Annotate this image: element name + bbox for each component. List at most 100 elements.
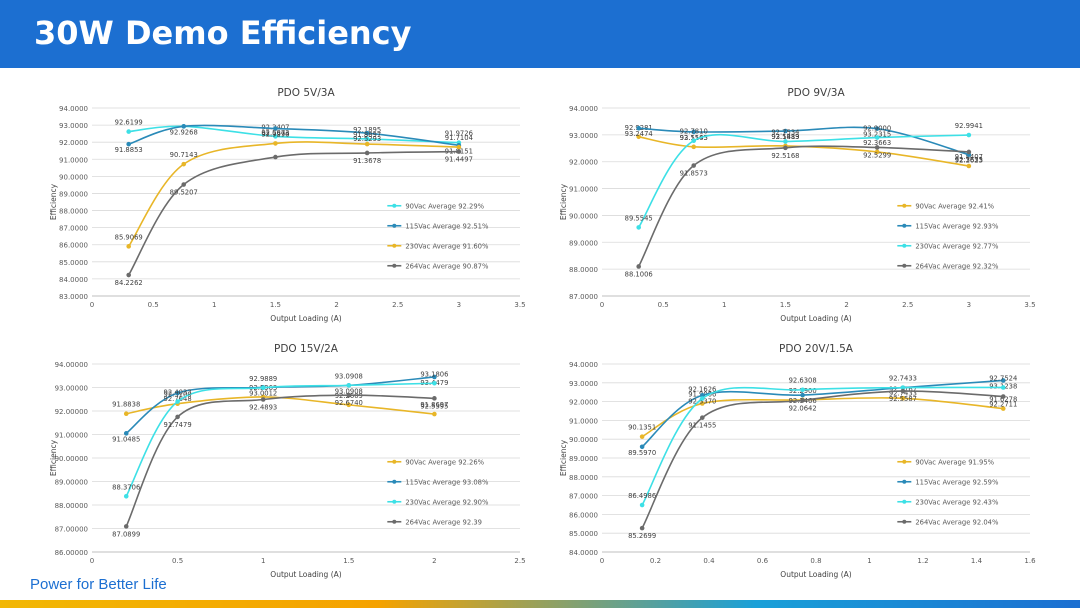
data-point (123, 431, 129, 436)
y-tick-label: 84.0000 (569, 549, 598, 557)
data-label: 93.0908 (335, 387, 363, 395)
x-tick-label: 0 (600, 557, 604, 565)
x-tick-label: 1.5 (270, 301, 281, 309)
x-tick-label: 3 (967, 301, 971, 309)
data-point (175, 399, 180, 404)
y-tick-label: 91.00000 (55, 432, 88, 440)
y-tick-label: 87.0000 (569, 293, 598, 301)
data-point (639, 444, 645, 450)
data-label: 92.3635 (955, 156, 983, 164)
data-label: 91.8407 (955, 153, 983, 161)
data-point (700, 401, 705, 406)
chart-pdo-9v: 87.0000 88.0000 89.0000 90.0000 91.0000 92.00… (540, 82, 1040, 332)
data-point (273, 154, 278, 160)
data-label: 90.1351 (628, 424, 656, 432)
x-tick-label: 3 (457, 301, 461, 309)
data-point (123, 493, 129, 499)
legend-marker (392, 203, 397, 208)
data-point (273, 126, 278, 131)
data-label: 92.0642 (789, 404, 817, 412)
legend-entry: 264Vac Average 92.04% (915, 518, 999, 526)
x-tick-label: 0.5 (658, 301, 669, 309)
data-label: 92.7990 (261, 131, 289, 139)
data-label: 87.0899 (112, 530, 140, 538)
data-label: 90.7143 (170, 151, 198, 159)
legend-entry: 90Vac Average 91.95% (915, 458, 994, 466)
legend-marker (902, 519, 907, 524)
data-label: 92.5883 (771, 133, 799, 141)
data-label: 92.7433 (889, 390, 917, 398)
data-label: 91.8853 (115, 146, 143, 154)
x-tick-label: 1 (722, 301, 726, 309)
x-tick-label: 0.5 (172, 557, 183, 565)
data-point (700, 415, 705, 420)
data-label: 85.9069 (115, 233, 143, 241)
data-label: 92.5299 (863, 151, 891, 159)
legend-marker (392, 479, 397, 484)
footer-tagline: Power for Better Life (30, 576, 167, 593)
y-tick-label: 93.00000 (55, 385, 88, 393)
data-label: 92.4893 (249, 404, 277, 412)
data-point (126, 141, 131, 147)
data-label: 91.9274 (261, 130, 289, 138)
chart-svg: 84.0000 85.0000 86.0000 87.0000 88.0000 89.00… (559, 343, 1036, 579)
data-point (874, 126, 880, 131)
data-label: 89.5970 (628, 449, 656, 457)
x-tick-label: 2 (334, 301, 338, 309)
x-tick-label: 0.8 (810, 557, 821, 565)
data-point (966, 149, 972, 155)
data-point (800, 387, 805, 393)
legend-entry: 115Vac Average 92.93% (915, 222, 999, 230)
legend-entry: 264Vac Average 92.32% (915, 262, 999, 270)
chart-title: PDO 5V/3A (277, 87, 335, 99)
data-label: 91.8838 (112, 401, 140, 409)
chart-svg: 86.00000 87.00000 88.00000 89.00000 90.00000… (49, 343, 526, 579)
data-point (456, 144, 462, 150)
y-tick-label: 91.0000 (569, 186, 598, 194)
x-axis-label: Output Loading (A) (780, 570, 851, 579)
data-label: 91.1455 (688, 422, 716, 430)
y-tick-label: 86.0000 (59, 242, 88, 250)
data-point (900, 385, 906, 390)
data-label: 91.9726 (445, 130, 473, 138)
y-tick-label: 88.0000 (59, 208, 88, 216)
legend-entry: 115Vac Average 92.59% (915, 478, 999, 486)
y-axis-label: Efficiency (49, 439, 58, 476)
data-point (181, 124, 187, 129)
data-label: 93.2315 (863, 131, 891, 139)
data-point (691, 138, 697, 144)
y-tick-label: 91.0000 (569, 417, 598, 425)
data-point (639, 434, 645, 439)
y-tick-label: 91.0000 (59, 156, 88, 164)
data-point (181, 182, 187, 187)
data-point (456, 149, 462, 154)
data-point (636, 264, 641, 269)
y-axis-label: Efficiency (49, 183, 58, 220)
legend-marker (902, 459, 907, 464)
data-point (260, 385, 266, 391)
x-tick-label: 1 (261, 557, 265, 565)
data-point (364, 150, 370, 156)
data-point (123, 411, 129, 417)
chart-pdo-5v: 83.0000 84.0000 85.0000 86.0000 87.0000 88.00… (30, 82, 530, 332)
data-point (874, 135, 880, 140)
data-label: 92.1626 (688, 386, 716, 394)
data-label: 93.1806 (420, 370, 448, 378)
data-label: 91.7479 (164, 421, 192, 429)
data-label: 92.6199 (115, 119, 143, 127)
y-axis-label: Efficiency (559, 439, 568, 476)
y-tick-label: 87.0000 (569, 493, 598, 501)
legend-entry: 90Vac Average 92.41% (915, 202, 994, 210)
y-tick-label: 88.0000 (569, 474, 598, 482)
data-point (432, 411, 437, 417)
x-tick-label: 1.2 (917, 557, 928, 565)
y-tick-label: 86.00000 (55, 549, 88, 557)
data-point (783, 145, 788, 151)
chart-title: PDO 9V/3A (787, 87, 845, 99)
y-tick-label: 90.0000 (569, 212, 598, 220)
data-label: 92.5168 (771, 152, 799, 160)
y-tick-label: 85.0000 (569, 530, 598, 538)
x-tick-label: 2 (432, 557, 436, 565)
x-tick-label: 3.5 (514, 301, 525, 309)
y-tick-label: 90.00000 (55, 455, 88, 463)
